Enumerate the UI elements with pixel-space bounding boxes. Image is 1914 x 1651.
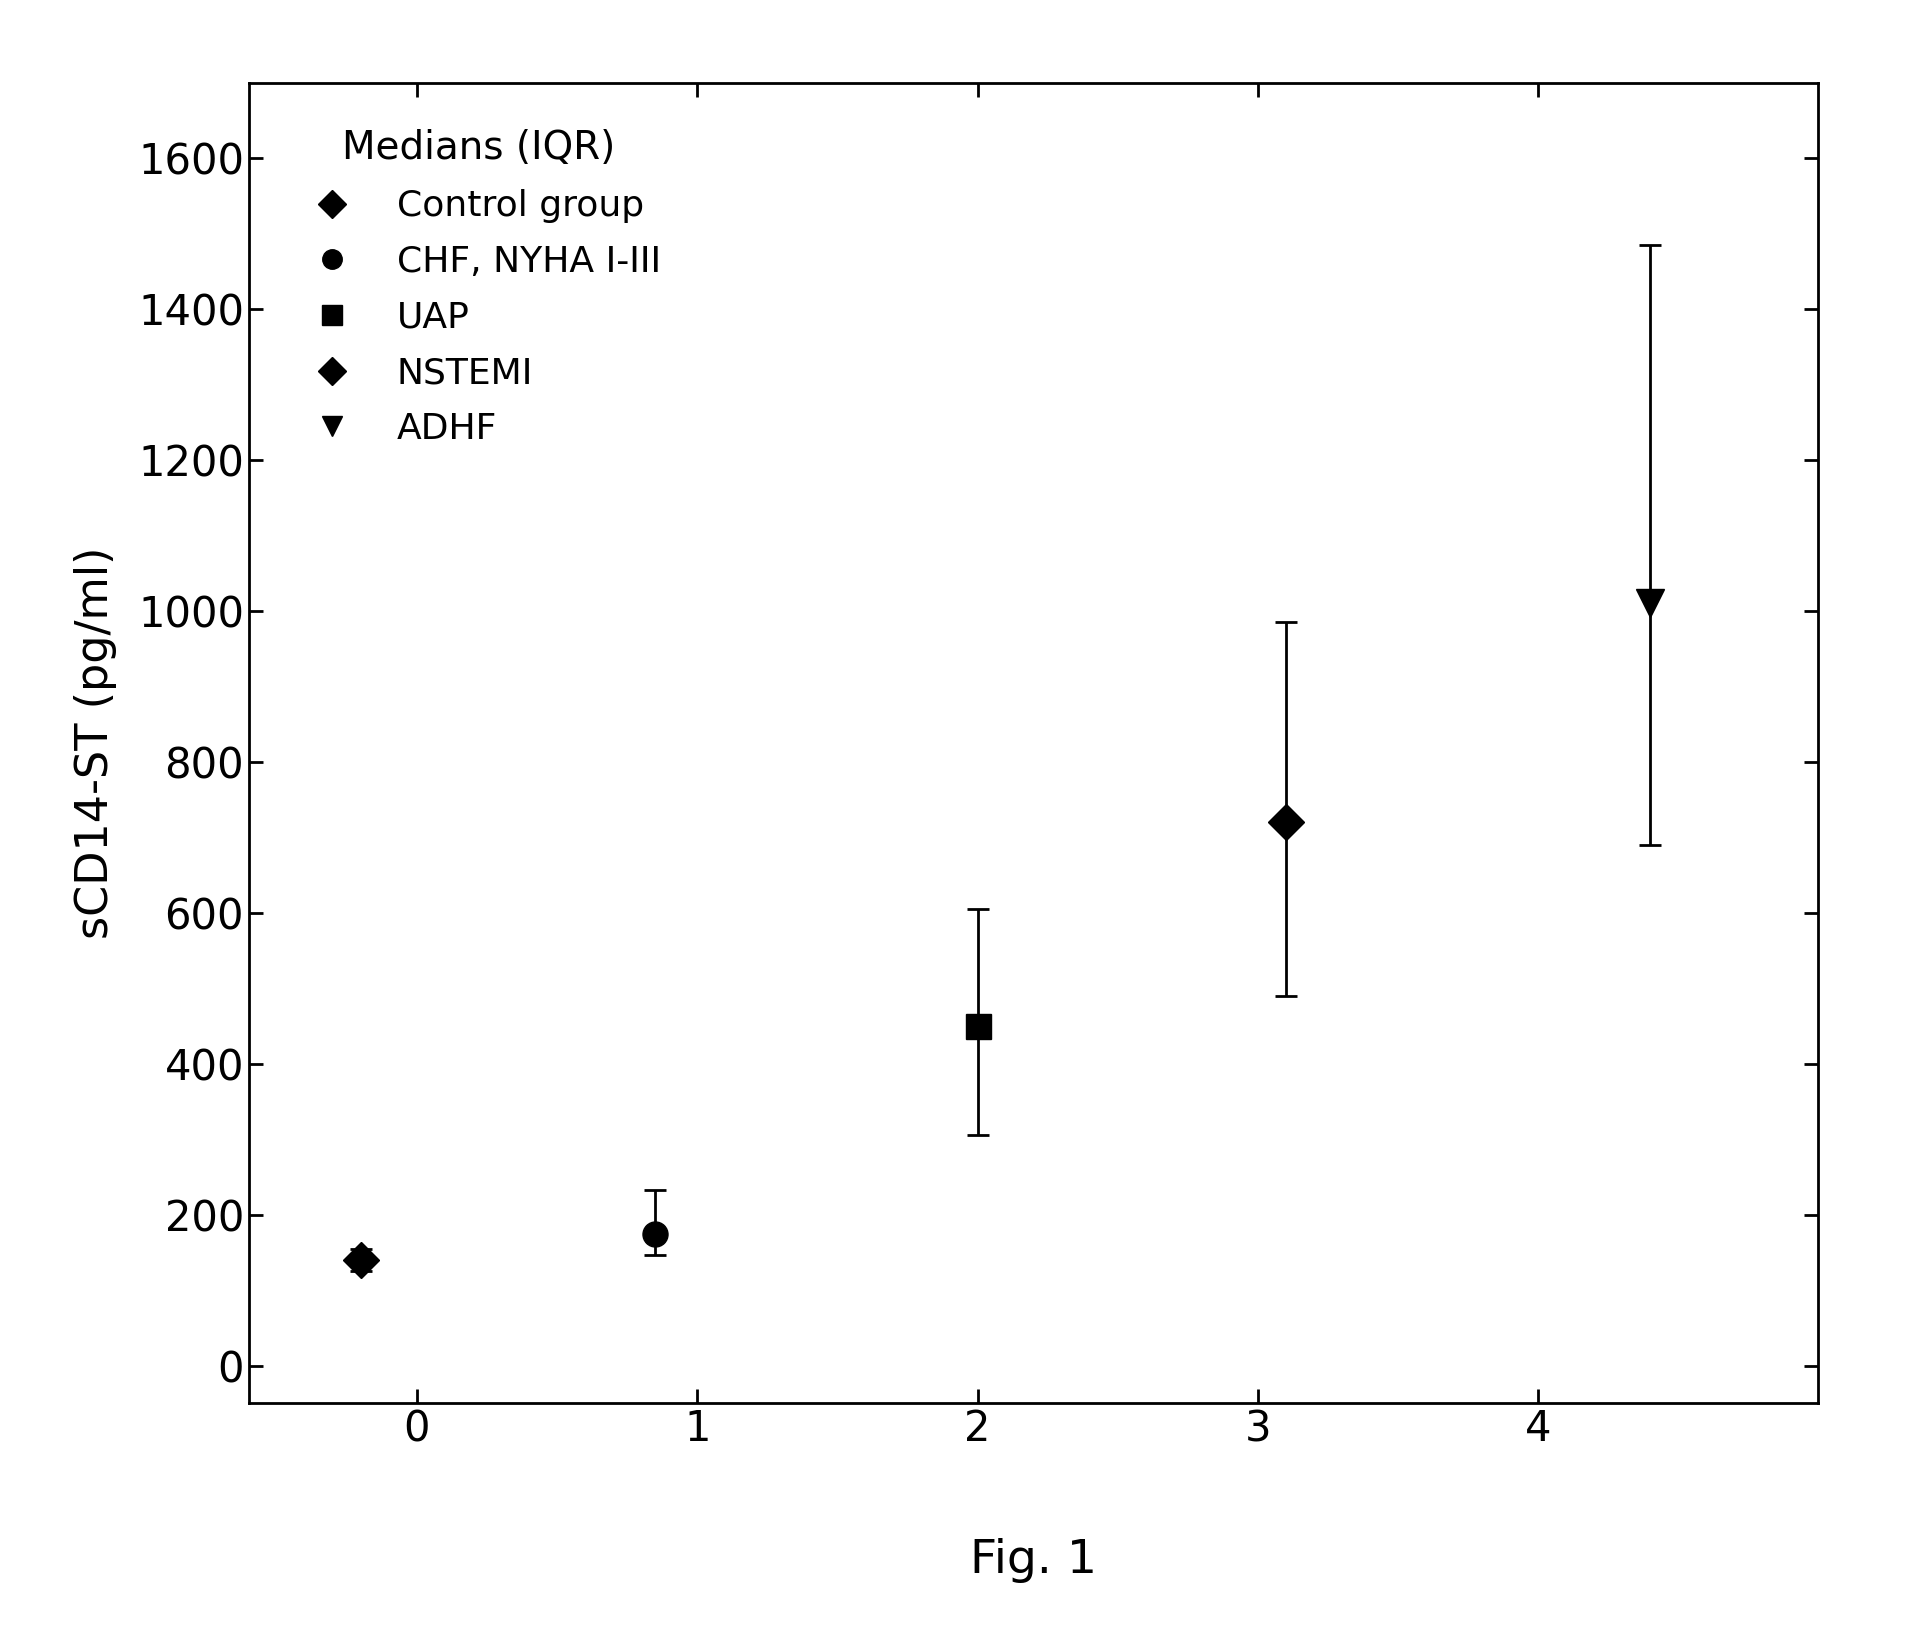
Y-axis label: sCD14-ST (pg/ml): sCD14-ST (pg/ml) [75,546,117,939]
Legend: Control group, CHF, NYHA I-III, UAP, NSTEMI, ADHF: Control group, CHF, NYHA I-III, UAP, NST… [266,101,689,475]
Text: Fig. 1: Fig. 1 [970,1537,1097,1583]
